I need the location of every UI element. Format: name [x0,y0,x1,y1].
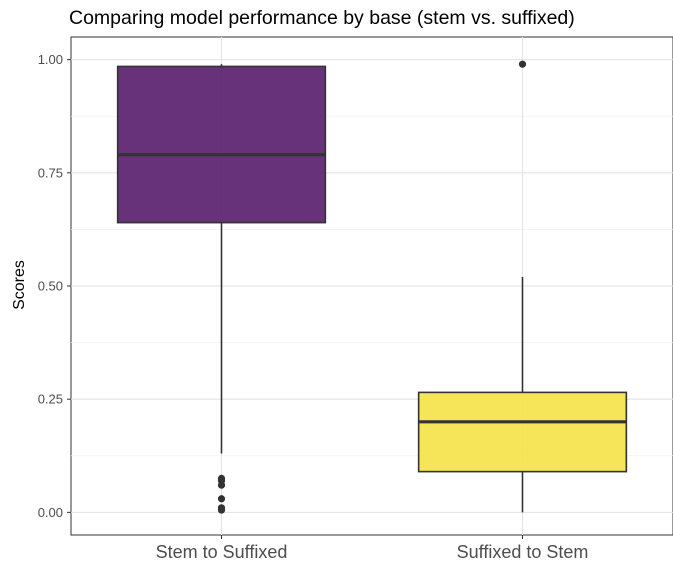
chart-title: Comparing model performance by base (ste… [69,7,575,29]
y-tick-label: 0.50 [38,279,63,294]
y-tick-label: 0.75 [38,165,63,180]
y-axis-label: Scores [11,260,28,310]
box-group-1 [116,64,327,514]
x-tick-label: Suffixed to Stem [457,542,589,562]
x-tick-label: Stem to Suffixed [156,542,288,562]
y-tick-label: 1.00 [38,52,63,67]
interquartile-box [116,65,327,224]
boxes-layer [116,60,628,514]
y-axis: 0.00 0.25 0.50 0.75 1.00 [38,52,71,520]
outlier-point [217,506,226,514]
box-group-2 [417,60,628,513]
outlier-point [518,60,527,68]
x-axis: Stem to Suffixed Suffixed to Stem [156,535,589,562]
interquartile-box [417,391,628,473]
outlier-point [217,495,226,503]
y-tick-label: 0.25 [38,392,63,407]
y-tick-label: 0.00 [38,505,63,520]
outlier-point [217,481,226,489]
